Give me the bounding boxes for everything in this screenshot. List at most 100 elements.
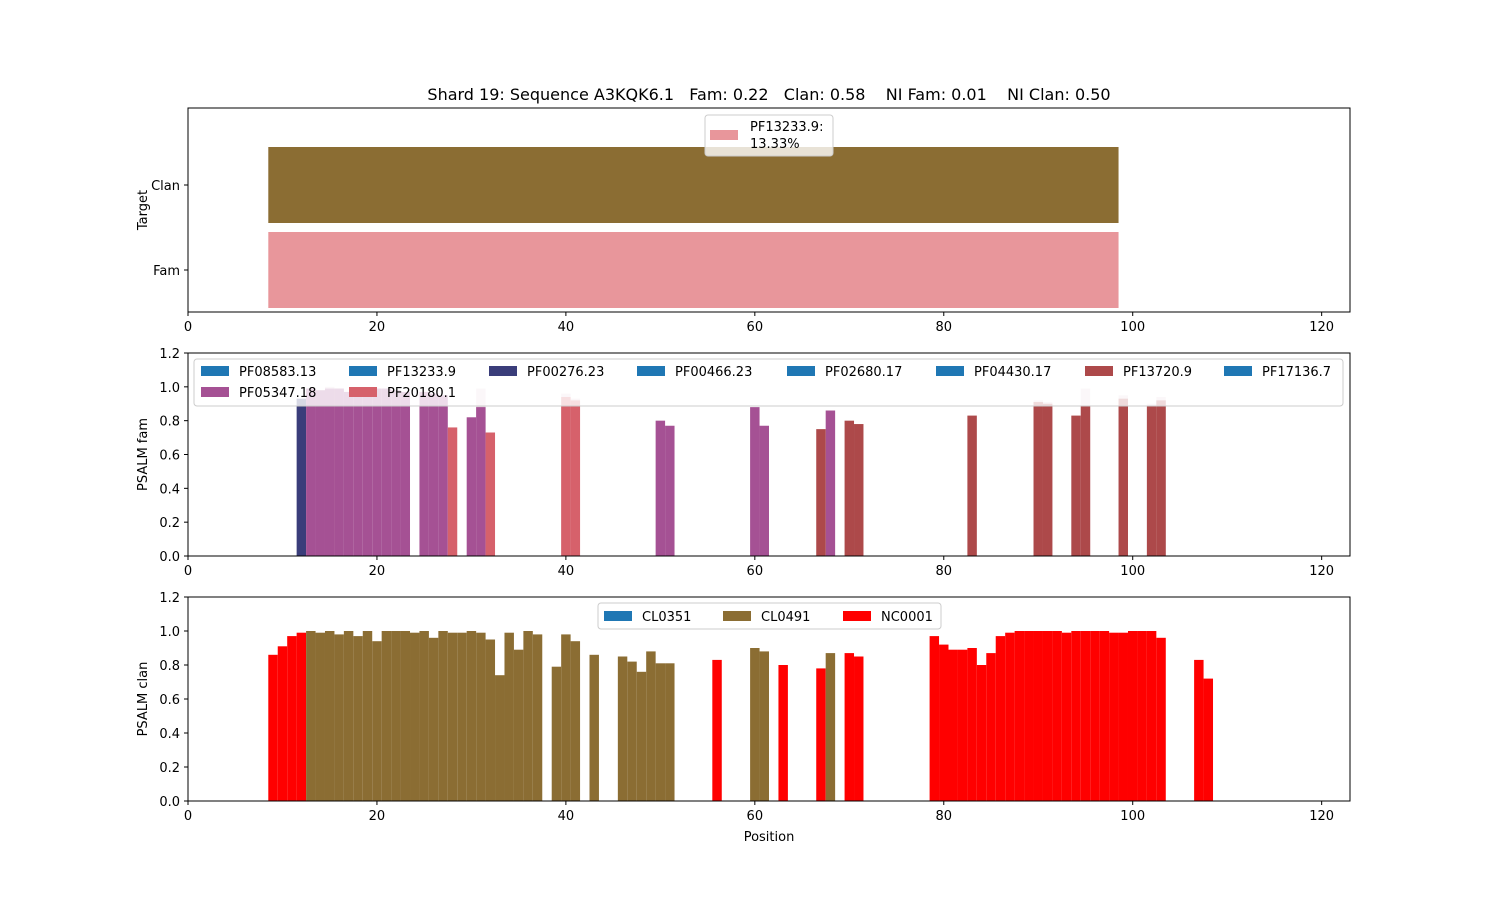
x-tick-label: 40 [558, 564, 575, 579]
bar-pf05347-18 [825, 410, 836, 556]
y-tick-label: 0.6 [159, 693, 180, 708]
x-tick-label: 80 [935, 564, 952, 579]
legend-label-percent: 13.33% [750, 137, 800, 152]
legend-label: PF17136.7 [1262, 365, 1331, 380]
x-tick-label: 20 [369, 564, 386, 579]
bar-pf05347-18 [324, 388, 335, 556]
bar-cl0491 [476, 632, 486, 801]
bar-cl0491 [513, 649, 524, 801]
bar-pf05347-18 [759, 425, 769, 556]
bar-pf20180-1 [447, 427, 458, 556]
bar-nc0001 [1194, 659, 1204, 801]
y-tick-label: 0.2 [159, 516, 180, 531]
y-tick-label: 0.4 [159, 727, 180, 742]
legend-label: PF02680.17 [825, 365, 902, 380]
bar-nc0001 [1137, 631, 1147, 801]
bar-cl0491 [636, 671, 647, 801]
x-axis-label: Position [744, 830, 795, 845]
y-axis-label: PSALM fam [136, 418, 151, 491]
bar-cl0491 [759, 651, 769, 801]
axes-frame [187, 107, 1351, 313]
y-category-label: Fam [153, 264, 180, 279]
bar-cl0491 [825, 653, 836, 801]
bar-pf13720-9 [816, 429, 826, 556]
bar-nc0001 [1109, 632, 1119, 801]
bar-pf05347-18 [381, 388, 392, 556]
target-bar-fam [268, 232, 1119, 308]
bar-pf05347-18 [391, 390, 401, 556]
bar-pf05347-18 [466, 417, 477, 556]
bar-pf13720-9 [1033, 402, 1043, 556]
bar-cl0491 [532, 634, 543, 801]
bar-pf05347-18 [419, 391, 429, 556]
bar-nc0001 [948, 649, 958, 801]
legend-swatch [201, 387, 229, 397]
bar-nc0001 [287, 636, 297, 801]
target-bar-clan [268, 147, 1119, 223]
bar-cl0491 [306, 631, 316, 801]
bar-nc0001 [995, 636, 1006, 801]
bar-cl0491 [504, 632, 514, 801]
bar-cl0491 [485, 639, 496, 801]
bar-pf05347-18 [306, 388, 316, 556]
bar-cl0491 [381, 631, 392, 801]
bar-nc0001 [296, 632, 307, 801]
legend-swatch [201, 366, 229, 376]
bar-pf05347-18 [353, 390, 363, 556]
legend-target: PF13233.9: 13.33% [704, 114, 834, 157]
bar-cl0491 [495, 675, 505, 801]
legend-label: PF05347.18 [239, 386, 316, 401]
bar-nc0001 [929, 636, 940, 801]
bar-cl0491 [343, 631, 354, 801]
bar-pf13720-9 [1042, 403, 1053, 556]
bar-pf13720-9 [1118, 398, 1128, 556]
bar-pf20180-1 [570, 400, 581, 556]
bar-pf05347-18 [315, 390, 325, 556]
legend-label: NC0001 [881, 610, 933, 625]
legend-swatch [349, 387, 377, 397]
bar-pf05347-18 [343, 391, 354, 556]
legend-label: PF00276.23 [527, 365, 604, 380]
y-tick-label: 0.2 [159, 761, 180, 776]
bar-pf13720-9 [1146, 405, 1157, 556]
x-tick-label: 100 [1120, 320, 1145, 335]
bar-pf05347-18 [476, 407, 486, 556]
y-tick-label: 0.0 [159, 795, 180, 810]
x-tick-label: 60 [747, 809, 764, 824]
bar-pf05347-18 [655, 420, 666, 556]
bar-pf13720-9 [854, 424, 864, 556]
bar-pf05347-18 [750, 407, 760, 556]
legend-swatch [489, 366, 517, 376]
bar-cl0491 [315, 632, 325, 801]
bar-cl0491 [551, 666, 562, 801]
bar-nc0001 [1156, 637, 1166, 801]
bar-cl0491 [400, 631, 411, 801]
bar-pf13720-9 [1080, 405, 1091, 556]
bar-pf13720-9 [1156, 400, 1166, 556]
legend-label: CL0351 [642, 610, 691, 625]
y-tick-label: 0.8 [159, 415, 180, 430]
legend-swatch [1224, 366, 1252, 376]
x-tick-label: 120 [1309, 809, 1334, 824]
legend-label: PF00466.23 [675, 365, 752, 380]
legend-label: PF13720.9 [1123, 365, 1192, 380]
bar-pf13720-9 [1071, 415, 1081, 556]
bar-pf13720-9 [844, 420, 855, 556]
bar-nc0001 [816, 668, 826, 801]
bar-pf13720-9 [967, 415, 977, 556]
y-tick-label: 1.2 [159, 347, 180, 362]
legend-swatch [710, 130, 738, 140]
legend-swatch [936, 366, 964, 376]
bar-pf05347-18 [362, 388, 373, 556]
bar-nc0001 [1042, 631, 1053, 801]
legend-label: PF04430.17 [974, 365, 1051, 380]
y-tick-label: 1.0 [159, 625, 180, 640]
x-tick-label: 0 [184, 564, 192, 579]
y-tick-label: 1.0 [159, 381, 180, 396]
psalm-fam-axes: 0 20 40 60 80 100 120 0.0 0.2 0.4 0.6 0.8 1.0 1.2 PSAL… [136, 347, 1351, 579]
x-tick-label: 80 [935, 320, 952, 335]
psalm-clan-axes: 0 20 40 60 80 100 120 0.0 0.2 0.4 0.6 0.8 1.0 1.2 PSAL… [136, 591, 1351, 845]
bar-nc0001 [1099, 631, 1110, 801]
bar-cl0491 [750, 648, 760, 801]
